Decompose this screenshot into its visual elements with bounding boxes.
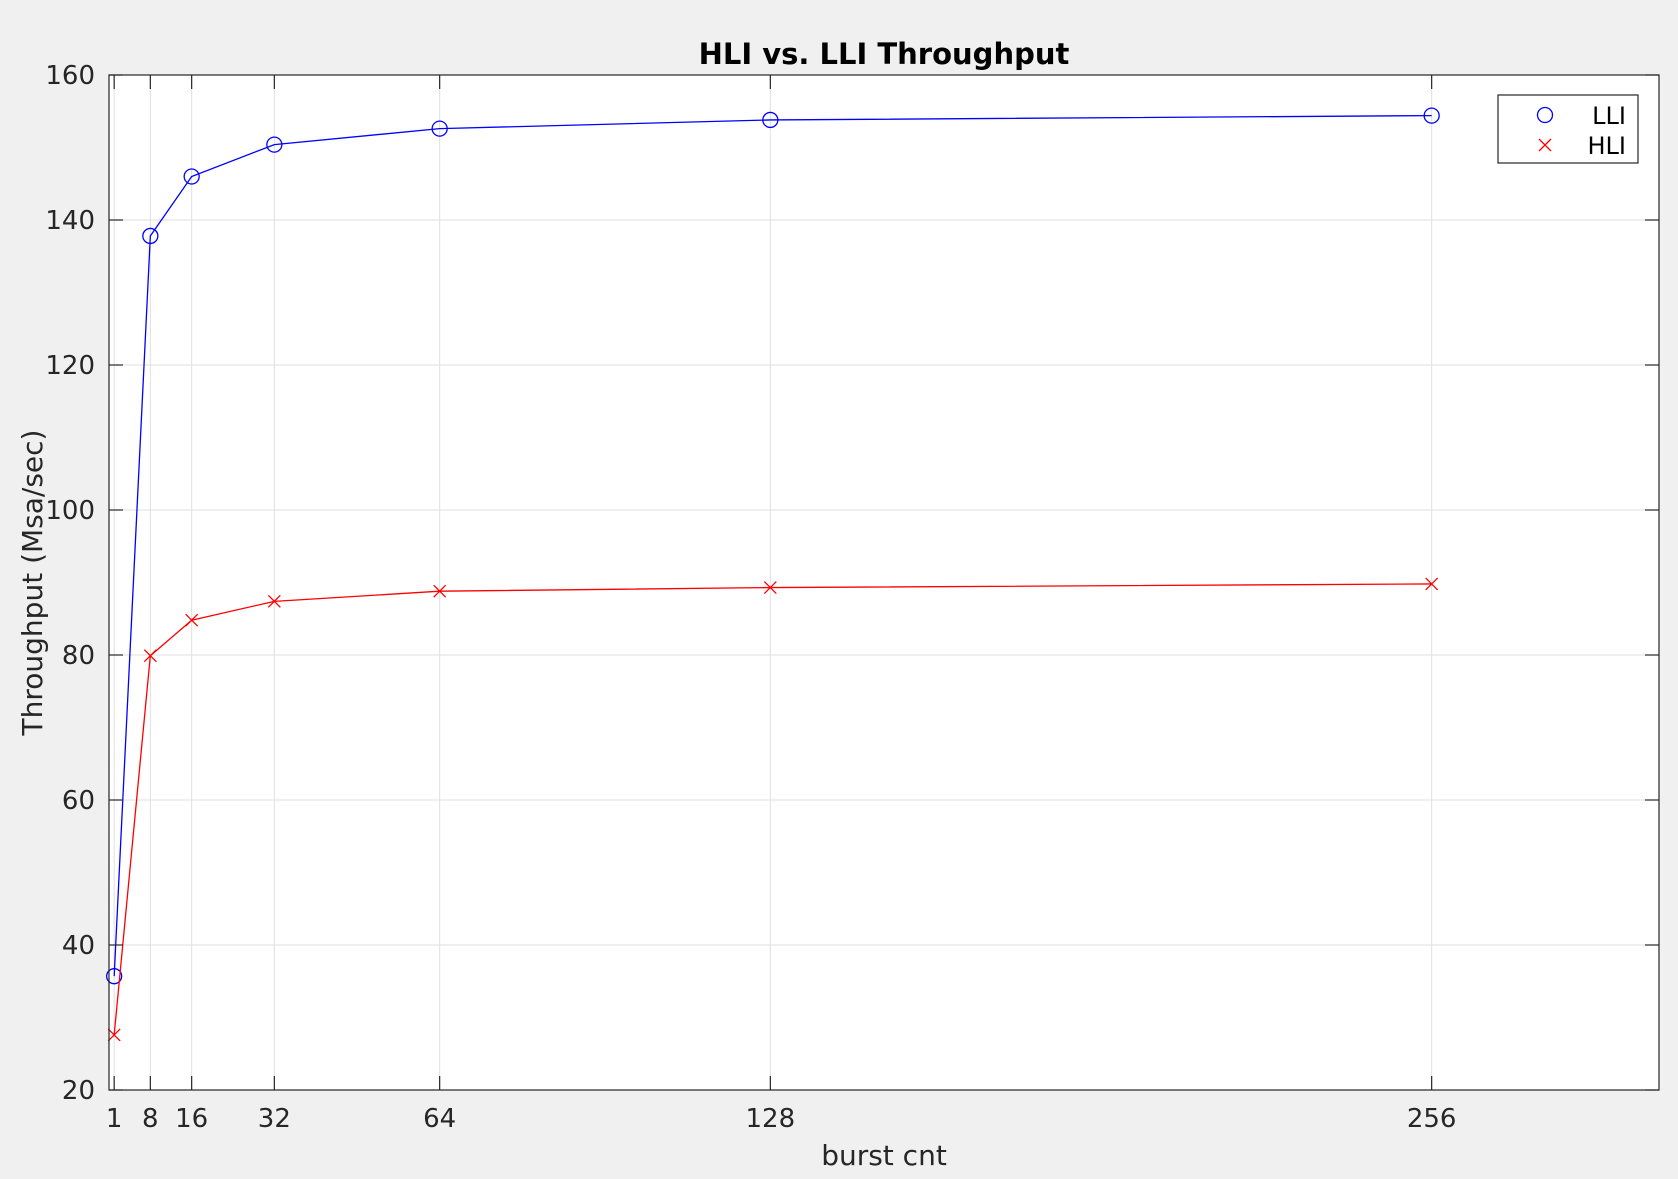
- data-point-hli: [143, 649, 157, 663]
- x-tick-label: 64: [423, 1104, 456, 1134]
- x-tick-label: 16: [175, 1104, 208, 1134]
- legend-box: [1497, 94, 1639, 164]
- y-tick-label: 160: [45, 61, 95, 91]
- data-point-hli: [107, 1028, 121, 1042]
- data-point-lli: [142, 227, 159, 245]
- legend-label-lli: LLI: [1592, 102, 1626, 130]
- chart-title: HLI vs. LLI Throughput: [699, 37, 1070, 71]
- plot-frame: [108, 74, 1660, 1091]
- y-tick-label: 80: [62, 641, 95, 671]
- data-point-lli: [266, 136, 283, 153]
- data-point-hli: [185, 613, 199, 627]
- data-point-hli: [763, 581, 777, 595]
- series-line-lli: [113, 114, 1432, 977]
- y-tick-label: 140: [45, 206, 95, 236]
- data-point-lli: [1423, 107, 1440, 124]
- x-axis-label: burst cnt: [821, 1139, 947, 1172]
- y-tick-label: 120: [45, 351, 95, 381]
- data-point-hli: [1425, 577, 1439, 591]
- x-tick-label: 8: [142, 1104, 159, 1134]
- data-point-hli: [433, 584, 447, 598]
- y-tick-label: 100: [45, 496, 95, 526]
- legend-marker-lli: [1536, 106, 1554, 124]
- y-tick-label: 40: [62, 931, 95, 961]
- x-tick-label: 1: [106, 1104, 123, 1134]
- y-tick-label: 20: [62, 1076, 95, 1106]
- y-axis-ticks: 20 40 60 80 100 120 140 160: [45, 61, 1659, 1106]
- x-tick-label: 32: [258, 1104, 291, 1134]
- data-point-lli: [431, 120, 448, 137]
- x-axis-ticks: 1 8 16 32 64 128 256: [106, 75, 1457, 1134]
- data-point-lli: [183, 168, 200, 185]
- data-point-lli: [762, 111, 779, 129]
- y-axis-label: Throughput (Msa/sec): [16, 430, 49, 737]
- data-point-hli: [267, 594, 281, 608]
- series-layer: [106, 107, 1440, 1042]
- x-tick-label: 256: [1407, 1104, 1457, 1134]
- data-point-lli: [106, 968, 123, 985]
- series-lli: [106, 107, 1440, 985]
- x-tick-label: 128: [746, 1104, 796, 1134]
- plot-area: [109, 75, 1659, 1090]
- legend-label-hli: HLI: [1588, 132, 1627, 160]
- y-tick-label: 60: [62, 786, 95, 816]
- series-hli: [107, 577, 1439, 1042]
- legend-marker-hli: [1538, 138, 1552, 152]
